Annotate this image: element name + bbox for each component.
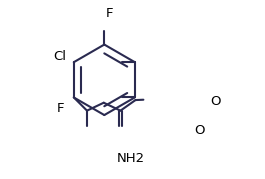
Text: O: O bbox=[210, 95, 220, 108]
Text: O: O bbox=[194, 124, 205, 137]
Text: F: F bbox=[106, 7, 113, 20]
Text: Cl: Cl bbox=[54, 50, 67, 62]
Text: NH2: NH2 bbox=[117, 152, 145, 165]
Text: F: F bbox=[56, 102, 64, 115]
